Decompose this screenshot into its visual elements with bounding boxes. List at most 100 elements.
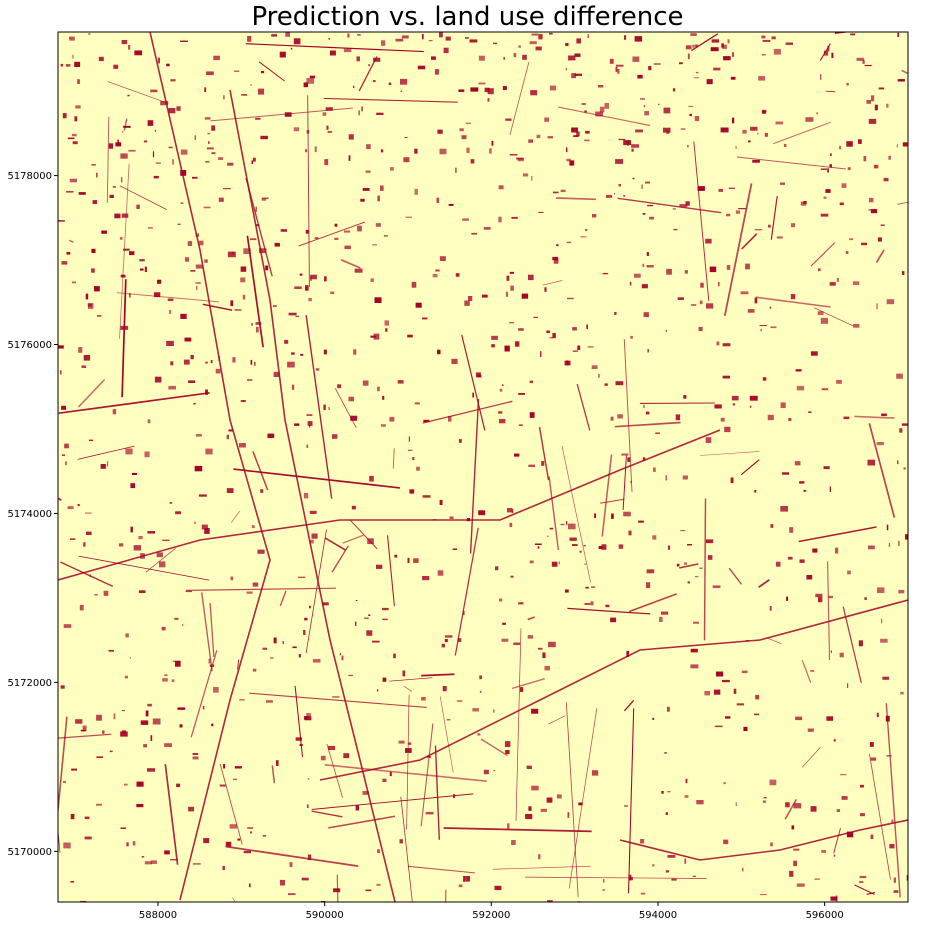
difference-patch (799, 481, 805, 484)
difference-patch (531, 33, 539, 36)
boundary-line (814, 307, 854, 327)
y-tick-label: 5174000 (7, 509, 52, 520)
difference-patch (567, 812, 570, 818)
difference-patch (230, 300, 234, 307)
difference-patch (265, 265, 269, 271)
difference-patch (566, 147, 568, 153)
difference-patch (888, 155, 891, 160)
boundary-line (758, 579, 770, 589)
boundary-line (246, 235, 264, 348)
boundary-line (538, 426, 550, 481)
difference-patch (193, 402, 196, 405)
difference-patch (469, 39, 478, 43)
boundary-line (271, 765, 276, 784)
difference-patch (60, 63, 64, 67)
difference-patch (404, 137, 408, 138)
difference-patch (846, 83, 849, 86)
difference-patch (856, 57, 865, 61)
difference-patch (348, 134, 354, 140)
difference-patch (710, 47, 719, 52)
difference-patch (314, 146, 317, 153)
difference-patch (453, 794, 456, 798)
difference-patch (156, 552, 163, 558)
difference-patch (176, 106, 181, 111)
difference-patch (713, 689, 721, 695)
difference-patch (495, 566, 499, 571)
difference-patch (303, 82, 309, 88)
boundary-line (328, 815, 396, 829)
boundary-line (202, 303, 233, 311)
difference-patch (207, 132, 211, 135)
difference-patch (695, 44, 698, 47)
difference-patch (324, 276, 327, 282)
boundary-line (492, 865, 591, 870)
difference-patch (402, 670, 406, 677)
difference-patch (874, 104, 878, 111)
boundary-line (576, 383, 591, 431)
difference-patch (155, 162, 161, 164)
difference-patch (107, 461, 109, 467)
difference-patch (733, 688, 737, 694)
difference-patch (509, 522, 513, 528)
difference-patch (780, 182, 785, 185)
difference-patch (130, 483, 136, 489)
difference-patch (380, 149, 384, 153)
difference-patch (478, 510, 486, 516)
difference-patch (754, 229, 763, 231)
chart-title: Prediction vs. land use difference (251, 2, 684, 32)
difference-patch (394, 554, 398, 558)
difference-patch (850, 33, 856, 36)
difference-patch (720, 127, 729, 133)
difference-patch (344, 245, 351, 250)
difference-patch (640, 892, 646, 895)
difference-patch (823, 196, 827, 199)
difference-patch (83, 542, 86, 547)
difference-patch (279, 51, 286, 58)
difference-patch (139, 268, 144, 271)
difference-patch (770, 524, 774, 528)
difference-patch (280, 879, 285, 886)
difference-patch (88, 33, 91, 35)
difference-patch (143, 744, 148, 748)
difference-patch (465, 122, 471, 124)
difference-patch (878, 87, 885, 90)
difference-patch (71, 281, 76, 284)
difference-patch (439, 499, 443, 505)
difference-patch (348, 155, 351, 161)
difference-patch (623, 511, 631, 517)
difference-patch (60, 370, 62, 375)
difference-patch (326, 125, 329, 130)
difference-patch (414, 188, 418, 195)
difference-patch (653, 467, 656, 472)
difference-patch (376, 112, 384, 115)
difference-patch (677, 297, 684, 300)
difference-patch (63, 781, 66, 783)
difference-patch (692, 875, 696, 877)
difference-patch (903, 467, 906, 470)
difference-patch (587, 34, 589, 39)
difference-patch (147, 227, 153, 229)
difference-patch (720, 417, 725, 422)
difference-patch (646, 569, 655, 574)
difference-patch (615, 64, 624, 67)
difference-patch (405, 216, 412, 218)
difference-patch (788, 418, 792, 421)
difference-patch (203, 206, 211, 209)
boundary-line (527, 616, 535, 621)
difference-patch (115, 142, 122, 147)
difference-patch (833, 854, 836, 857)
difference-patch (536, 134, 541, 139)
difference-patch (69, 36, 75, 41)
difference-patch (902, 142, 908, 147)
difference-patch (124, 783, 128, 786)
difference-patch (298, 654, 301, 658)
difference-patch (259, 248, 267, 254)
difference-patch (847, 683, 849, 688)
difference-patch (347, 33, 350, 38)
difference-patch (416, 466, 420, 471)
difference-patch (507, 823, 510, 829)
difference-patch (762, 800, 766, 803)
difference-patch (906, 874, 908, 881)
difference-patch (585, 586, 589, 589)
boundary-line (614, 421, 681, 428)
